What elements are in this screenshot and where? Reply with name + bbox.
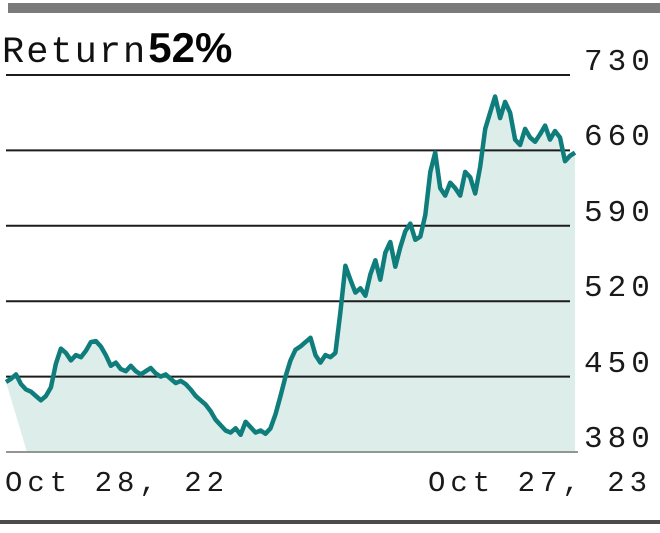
y-axis-tick-label: 730: [584, 45, 655, 80]
chart-title: Return: [2, 32, 148, 74]
x-axis-start-label: Oct 28, 22: [5, 467, 230, 500]
x-axis-end-label: Oct 27, 23: [427, 467, 652, 500]
price-line: [4, 94, 577, 438]
y-axis-tick-label: 520: [584, 271, 655, 307]
top-accent-bar: [8, 3, 660, 13]
chart-header: Return 52%: [2, 24, 233, 74]
y-axis-tick-label: 660: [584, 120, 655, 156]
y-axis-tick-label: 590: [584, 195, 655, 231]
gridlines: [6, 74, 578, 453]
y-axis-tick-label: 450: [584, 346, 655, 382]
y-axis-tick-label: 380: [584, 422, 655, 457]
return-percentage: 52%: [148, 24, 233, 71]
chart-area-fill: [6, 96, 575, 452]
bottom-border: [0, 520, 660, 524]
